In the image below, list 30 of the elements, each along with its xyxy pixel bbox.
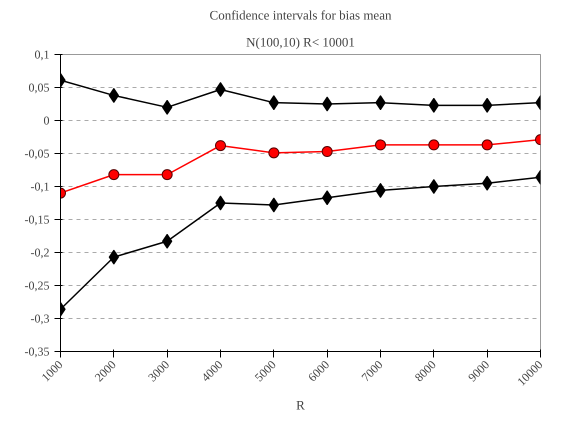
point bbox=[108, 169, 120, 180]
point bbox=[428, 179, 439, 194]
point bbox=[482, 139, 493, 150]
point bbox=[375, 95, 386, 110]
point bbox=[215, 140, 226, 152]
x-axis-title: R bbox=[296, 397, 306, 412]
point bbox=[215, 82, 226, 97]
point bbox=[375, 139, 386, 150]
y-tick-label: -0,25 bbox=[24, 278, 50, 292]
y-tick-label: 0,1 bbox=[34, 48, 50, 62]
y-tick-label: -0,05 bbox=[24, 146, 50, 160]
point bbox=[268, 147, 280, 158]
chart-title: Confidence intervals for bias mean bbox=[210, 8, 392, 22]
chart-subtitle: N(100,10) R< 10001 bbox=[246, 34, 355, 50]
x-tick-label: 6000 bbox=[305, 358, 332, 384]
point bbox=[322, 146, 333, 158]
y-tick-label: -0,15 bbox=[24, 212, 50, 226]
point bbox=[215, 196, 226, 210]
point bbox=[375, 182, 386, 198]
x-tick-label: 4000 bbox=[198, 358, 226, 384]
y-tick-label: 0 bbox=[44, 114, 50, 128]
y-tick-label: -0,1 bbox=[30, 180, 50, 194]
point bbox=[428, 139, 440, 150]
y-tick-label: -0,2 bbox=[30, 246, 50, 260]
y-tick-label: -0,3 bbox=[30, 312, 50, 326]
point bbox=[162, 169, 173, 180]
y-tick-label: 0,05 bbox=[28, 80, 50, 94]
point bbox=[322, 96, 332, 112]
x-tick-label: 7000 bbox=[358, 358, 386, 384]
y-tick-label: -0,35 bbox=[24, 344, 50, 358]
